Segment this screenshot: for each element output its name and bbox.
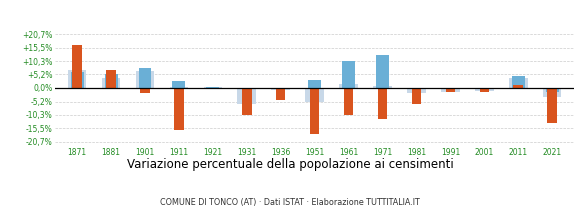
Bar — [412, 88, 421, 104]
Bar — [546, 88, 559, 92]
Bar — [373, 86, 392, 88]
Bar — [237, 88, 256, 104]
Bar — [242, 88, 252, 115]
Bar — [548, 88, 557, 123]
Bar — [140, 88, 150, 93]
Bar — [174, 88, 184, 130]
Bar — [208, 88, 218, 89]
Bar — [206, 87, 219, 88]
Bar — [376, 55, 389, 88]
Bar — [72, 45, 82, 88]
Bar — [342, 61, 355, 88]
Bar — [445, 88, 455, 92]
Bar — [104, 74, 118, 88]
Bar — [480, 88, 489, 92]
Bar — [106, 70, 116, 88]
Bar — [512, 76, 525, 88]
Bar — [139, 68, 151, 88]
Bar — [276, 88, 285, 100]
Bar — [441, 88, 460, 92]
Bar — [410, 88, 423, 89]
Bar — [310, 88, 320, 134]
Bar — [71, 72, 84, 88]
Bar — [475, 88, 494, 91]
Bar — [305, 88, 324, 102]
Bar — [240, 88, 253, 89]
Bar — [344, 88, 353, 115]
Bar — [378, 88, 387, 119]
Bar — [478, 88, 491, 89]
Bar — [543, 88, 561, 97]
Bar — [136, 71, 154, 88]
Bar — [444, 88, 457, 89]
Bar — [68, 70, 86, 88]
Bar — [509, 78, 528, 88]
Bar — [204, 87, 222, 88]
Bar — [339, 84, 358, 88]
Text: COMUNE DI TONCO (AT) · Dati ISTAT · Elaborazione TUTTITALIA.IT: COMUNE DI TONCO (AT) · Dati ISTAT · Elab… — [160, 198, 420, 207]
Bar — [169, 87, 188, 88]
Bar — [407, 88, 426, 93]
Bar — [271, 88, 290, 90]
Bar — [172, 81, 186, 88]
Bar — [102, 78, 121, 88]
Bar — [308, 80, 321, 88]
Bar — [513, 85, 523, 88]
Text: Variazione percentuale della popolazione ai censimenti: Variazione percentuale della popolazione… — [126, 158, 454, 171]
